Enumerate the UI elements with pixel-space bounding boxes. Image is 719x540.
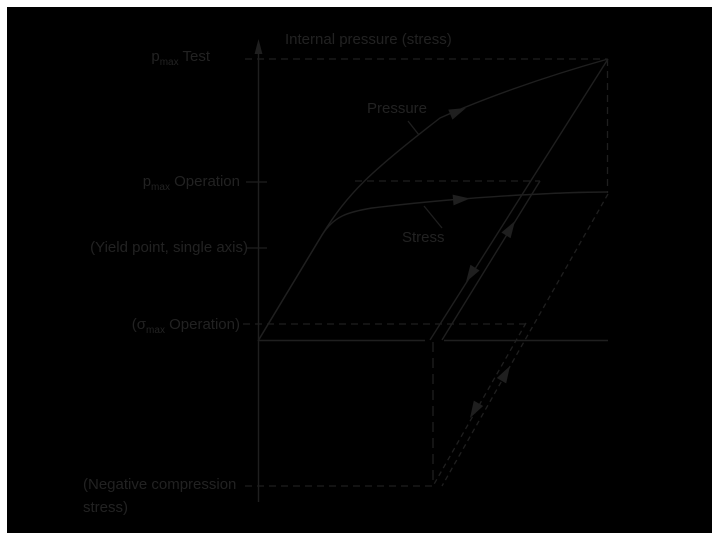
label-pressure-curve: Pressure [367,100,428,117]
pressure-label-leader [407,120,420,136]
pressure-curve [257,58,609,342]
axis-title: Internal pressure (stress) [285,31,452,48]
stress-unload-dashed-line [441,193,609,487]
sigma-max-sub: max [146,325,165,336]
label-pmax-operation: pmax Operation [142,172,240,193]
label-sigma-max-operation: (σmax Operation) [131,315,240,336]
negative-compression-line1: (Negative compression [83,476,237,493]
label-pmax-test: pmax Test [151,47,210,68]
test-unload-line [429,58,609,341]
frame-border [7,7,712,533]
unload-down-arrow-icon [466,264,480,282]
stress-curve-arrow-icon [452,194,470,206]
stress-label-leader [423,205,443,229]
reload-up-arrow-icon [501,221,515,239]
pmax-test-base: p [151,48,160,65]
pressure-curve-arrow-icon [448,108,466,120]
sigma-max-base: (σ [131,316,147,333]
y-axis-arrow-icon [254,39,263,54]
pmax-operation-sub: max [151,182,170,193]
label-negative-compression: (Negative compression stress) [83,473,243,519]
label-yield-point: (Yield point, single axis) [90,239,248,256]
stress-cycle-down-arrow-icon [470,400,484,418]
sigma-max-rest: Operation) [164,316,240,333]
operation-reload-line [441,180,541,341]
pmax-operation-rest: Operation [169,173,240,190]
pmax-test-rest: Test [178,48,210,65]
pmax-operation-base: p [142,173,152,190]
negative-compression-line2: stress) [83,499,128,516]
pmax-test-sub: max [159,57,179,68]
label-stress-curve: Stress [402,229,445,246]
stress-cycle-up-arrow-icon [496,366,510,384]
